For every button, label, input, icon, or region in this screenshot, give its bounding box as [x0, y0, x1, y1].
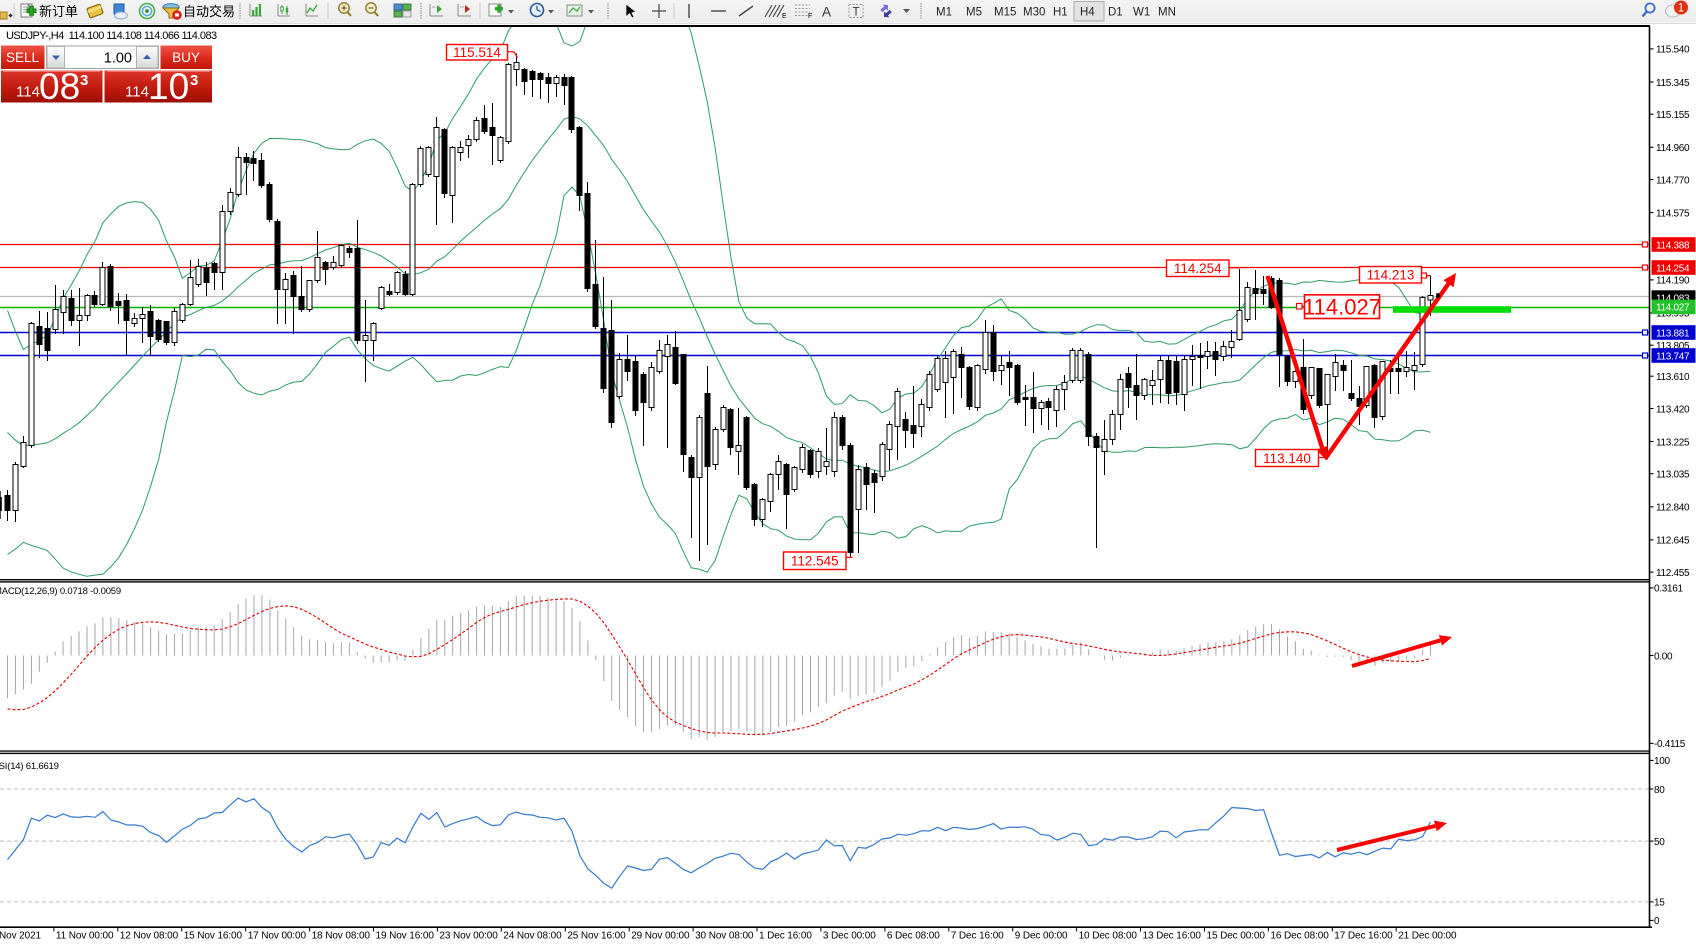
svg-text:18 Nov 08:00: 18 Nov 08:00 — [312, 930, 371, 941]
svg-text:115.155: 115.155 — [1656, 110, 1690, 121]
svg-text:113.035: 113.035 — [1656, 470, 1690, 481]
svg-text:29 Nov 00:00: 29 Nov 00:00 — [631, 930, 690, 941]
svg-text:112.840: 112.840 — [1656, 503, 1690, 514]
svg-text:24 Nov 08:00: 24 Nov 08:00 — [503, 930, 562, 941]
svg-text:114.575: 114.575 — [1656, 208, 1690, 219]
svg-text:21 Dec 00:00: 21 Dec 00:00 — [1398, 930, 1457, 941]
svg-text:F: F — [808, 13, 812, 20]
svg-text:115.540: 115.540 — [1656, 45, 1690, 56]
svg-text:19 Nov 16:00: 19 Nov 16:00 — [376, 930, 435, 941]
svg-text:M5: M5 — [966, 7, 982, 19]
svg-text:113.610: 113.610 — [1656, 372, 1690, 383]
svg-text:H4: H4 — [1080, 7, 1095, 19]
svg-text:自动交易: 自动交易 — [183, 4, 235, 19]
svg-text:1 Dec 16:00: 1 Dec 16:00 — [759, 930, 812, 941]
svg-text:112.455: 112.455 — [1656, 568, 1690, 579]
svg-text:114.388: 114.388 — [1656, 240, 1690, 251]
svg-text:12 Nov 08:00: 12 Nov 08:00 — [120, 930, 179, 941]
svg-text:3: 3 — [80, 72, 88, 89]
svg-text:10 Dec 08:00: 10 Dec 08:00 — [1079, 930, 1138, 941]
svg-text:30 Nov 08:00: 30 Nov 08:00 — [695, 930, 754, 941]
svg-text:08: 08 — [39, 66, 80, 107]
svg-text:50: 50 — [1654, 837, 1665, 848]
svg-text:MN: MN — [1158, 7, 1176, 19]
svg-text:0: 0 — [1654, 916, 1660, 927]
svg-text:115.345: 115.345 — [1656, 78, 1690, 89]
svg-text:13 Dec 16:00: 13 Dec 16:00 — [1143, 930, 1202, 941]
svg-text:23 Nov 00:00: 23 Nov 00:00 — [439, 930, 498, 941]
svg-text:10: 10 — [148, 66, 189, 107]
svg-text:25 Nov 16:00: 25 Nov 16:00 — [567, 930, 626, 941]
svg-text:11 Nov 00:00: 11 Nov 00:00 — [56, 930, 114, 941]
svg-text:SELL: SELL — [6, 50, 40, 65]
svg-text:112.545: 112.545 — [791, 554, 839, 569]
svg-text:115.514: 115.514 — [453, 45, 501, 60]
svg-text:A: A — [822, 5, 831, 20]
svg-text:E: E — [782, 13, 787, 20]
svg-text:-0.4115: -0.4115 — [1654, 739, 1686, 750]
svg-text:Nov 2021: Nov 2021 — [0, 930, 42, 941]
svg-text:114.770: 114.770 — [1656, 175, 1690, 186]
svg-text:D1: D1 — [1108, 7, 1123, 19]
svg-text:USDJPY-,H4 114.100 114.108 11: USDJPY-,H4 114.100 114.108 114.066 114.0… — [6, 30, 217, 42]
svg-text:15 Dec 00:00: 15 Dec 00:00 — [1207, 930, 1266, 941]
svg-text:1: 1 — [1678, 3, 1684, 15]
svg-text:T: T — [853, 7, 860, 19]
svg-text:3: 3 — [190, 72, 198, 89]
svg-text:新订单: 新订单 — [39, 4, 78, 19]
svg-text:100: 100 — [1654, 756, 1671, 767]
svg-text:114.254: 114.254 — [1656, 263, 1690, 274]
svg-text:0.00: 0.00 — [1654, 651, 1673, 662]
svg-text:113.805: 113.805 — [1656, 341, 1690, 352]
svg-text:0.3161: 0.3161 — [1654, 584, 1684, 595]
svg-text:M1: M1 — [936, 7, 952, 19]
svg-text:114.213: 114.213 — [1367, 268, 1415, 283]
svg-text:15 Nov 16:00: 15 Nov 16:00 — [184, 930, 243, 941]
svg-text:M15: M15 — [994, 7, 1016, 19]
svg-text:16 Dec 08:00: 16 Dec 08:00 — [1270, 930, 1329, 941]
svg-text:114.083: 114.083 — [1656, 293, 1690, 304]
svg-text:1.00: 1.00 — [104, 51, 132, 67]
svg-text:80: 80 — [1654, 785, 1665, 796]
svg-text:114.254: 114.254 — [1174, 261, 1222, 276]
svg-text:113.140: 113.140 — [1263, 451, 1311, 466]
svg-text:3 Dec 00:00: 3 Dec 00:00 — [823, 930, 876, 941]
svg-text:H1: H1 — [1053, 7, 1068, 19]
svg-text:6 Dec 08:00: 6 Dec 08:00 — [887, 930, 940, 941]
svg-text:112.645: 112.645 — [1656, 536, 1690, 547]
svg-text:113.420: 113.420 — [1656, 404, 1690, 415]
svg-text:114: 114 — [16, 84, 40, 101]
svg-text:7 Dec 16:00: 7 Dec 16:00 — [951, 930, 1004, 941]
svg-text:MACD(12,26,9) 0.0718 -0.0059: MACD(12,26,9) 0.0718 -0.0059 — [0, 586, 121, 597]
svg-text:114.027: 114.027 — [1656, 303, 1690, 314]
svg-text:114.190: 114.190 — [1656, 276, 1690, 287]
svg-text:113.747: 113.747 — [1656, 351, 1690, 362]
svg-text:114.027: 114.027 — [1303, 295, 1381, 320]
svg-text:113.225: 113.225 — [1656, 437, 1690, 448]
svg-text:M30: M30 — [1023, 7, 1045, 19]
svg-text:BUY: BUY — [172, 50, 200, 65]
svg-text:15: 15 — [1654, 898, 1665, 909]
svg-text:17 Nov 00:00: 17 Nov 00:00 — [248, 930, 307, 941]
svg-text:RSI(14) 61.6619: RSI(14) 61.6619 — [0, 761, 59, 772]
svg-text:114.960: 114.960 — [1656, 143, 1690, 154]
svg-text:17 Dec 16:00: 17 Dec 16:00 — [1334, 930, 1393, 941]
svg-text:9 Dec 00:00: 9 Dec 00:00 — [1015, 930, 1068, 941]
svg-text:114: 114 — [125, 84, 149, 101]
svg-text:W1: W1 — [1133, 7, 1150, 19]
svg-text:113.881: 113.881 — [1656, 328, 1690, 339]
